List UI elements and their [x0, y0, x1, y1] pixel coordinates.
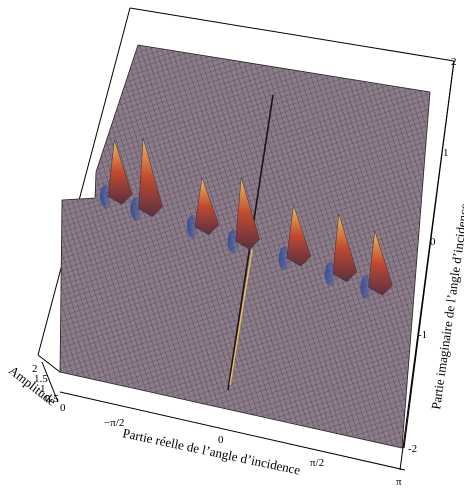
z-tick-label: 1.5: [34, 373, 48, 385]
x-axis-line: [59, 391, 406, 471]
x-tick-label: π/2: [310, 457, 324, 469]
amplitude-axis-line: [41, 361, 59, 403]
box-edge: [129, 7, 455, 62]
peak-shadow: [227, 229, 240, 254]
peak-mark: [286, 205, 312, 267]
y-tick-label: -2: [408, 443, 417, 455]
peak-shadow: [130, 196, 143, 221]
peak-mark: [107, 139, 133, 205]
peak-shadow: [100, 184, 112, 209]
peak-mark: [138, 137, 163, 218]
peak-mark: [368, 230, 393, 296]
z-tick-label: 0.5: [45, 393, 59, 405]
peak-shadow: [186, 214, 199, 239]
y-tick-label: -1: [418, 329, 427, 341]
y-axis-line: [403, 60, 455, 449]
z-tick-label: 2: [32, 363, 38, 375]
peak-mark: [332, 213, 358, 283]
x-tick-label: π: [396, 476, 402, 488]
box-edge: [37, 354, 61, 373]
peak-shadow: [324, 261, 337, 286]
peaks-group: [100, 137, 393, 300]
box-edge: [37, 7, 131, 356]
z-tick-label: 0: [60, 402, 66, 414]
x-axis-title: Partie réelle de l’angle d’incidence: [121, 425, 302, 477]
y-tick-label: 2: [451, 56, 457, 68]
x-tick-label: 0: [218, 434, 224, 446]
peak-shadow: [278, 246, 291, 271]
y-tick-label: 0: [430, 236, 436, 248]
ridge-highlight: [229, 249, 253, 386]
y-axis-title: Partie imaginaire de l’angle d’incidence: [428, 202, 464, 410]
x-tick-label: −π/2: [104, 417, 124, 429]
peak-shadow: [360, 275, 373, 300]
peak-mark: [194, 177, 220, 236]
peak-mark: [235, 177, 260, 250]
z-tick-label: 1: [40, 383, 46, 395]
y-tick-label: 1: [443, 147, 449, 159]
